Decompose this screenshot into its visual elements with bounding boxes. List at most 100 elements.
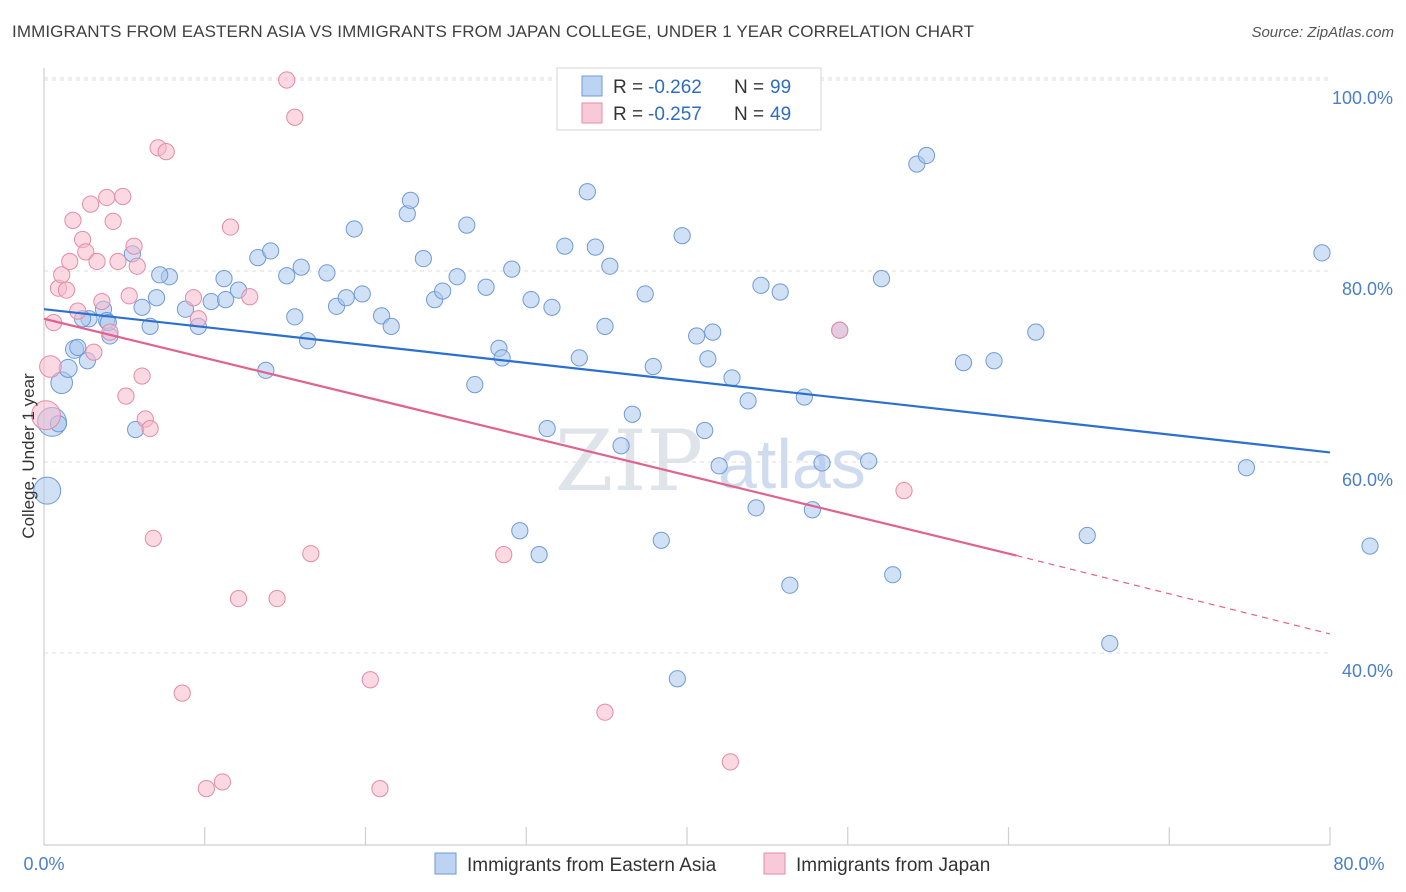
point-eastern-asia <box>434 282 452 300</box>
point-eastern-asia <box>954 354 973 372</box>
point-japan <box>85 343 103 361</box>
point-japan <box>53 266 71 284</box>
point-japan <box>302 545 320 563</box>
y-tick-label: 80.0% <box>1342 279 1393 299</box>
point-japan <box>77 243 95 261</box>
point-eastern-asia <box>262 242 280 260</box>
point-eastern-asia <box>58 358 78 378</box>
point-japan <box>128 257 146 275</box>
point-eastern-asia <box>739 392 757 410</box>
point-japan <box>98 188 116 207</box>
point-japan <box>31 400 61 431</box>
point-eastern-asia <box>1101 634 1119 653</box>
point-eastern-asia <box>69 338 87 356</box>
point-eastern-asia <box>318 264 336 282</box>
point-japan <box>117 387 135 405</box>
point-japan <box>57 281 76 299</box>
legend-r-label-pink: R = <box>613 104 643 125</box>
series-swatch-japan <box>763 852 786 875</box>
point-eastern-asia <box>795 388 813 406</box>
series-label-japan: Immigrants from Japan <box>796 855 990 876</box>
point-eastern-asia <box>337 289 355 307</box>
point-eastern-asia <box>543 298 561 316</box>
point-japan <box>101 323 119 341</box>
point-eastern-asia <box>448 268 466 286</box>
x-tick-label-max: 80.0% <box>1333 854 1384 874</box>
point-eastern-asia <box>884 566 902 584</box>
point-eastern-asia <box>586 238 604 256</box>
point-eastern-asia <box>556 237 574 255</box>
point-eastern-asia <box>1078 526 1096 545</box>
point-eastern-asia <box>860 452 878 470</box>
point-eastern-asia <box>752 276 770 294</box>
point-eastern-asia <box>601 257 619 275</box>
point-eastern-asia <box>673 227 691 245</box>
point-eastern-asia <box>570 349 588 367</box>
point-eastern-asia <box>292 258 310 276</box>
legend-n-value-blue: 99 <box>770 77 791 98</box>
point-japan <box>109 252 127 271</box>
point-eastern-asia <box>652 531 670 549</box>
point-japan <box>114 187 132 206</box>
chart-title: IMMIGRANTS FROM EASTERN ASIA VS IMMIGRAN… <box>12 22 975 41</box>
point-japan <box>229 589 248 608</box>
point-eastern-asia <box>458 216 476 234</box>
point-japan <box>144 529 162 548</box>
point-japan <box>596 703 614 721</box>
series-swatch-eastern-asia <box>434 852 457 875</box>
point-eastern-asia <box>872 270 891 288</box>
y-tick-labels: 40.0% 60.0% 80.0% 100.0% <box>1332 88 1393 681</box>
y-tick-label: 60.0% <box>1342 470 1393 490</box>
point-japan <box>268 589 286 608</box>
point-japan <box>120 287 138 305</box>
point-japan <box>895 482 913 500</box>
point-japan <box>286 108 304 126</box>
point-eastern-asia <box>781 576 799 594</box>
point-japan <box>125 237 143 255</box>
watermark: ZIP atlas <box>555 412 866 510</box>
source-credit: Source: ZipAtlas.com <box>1251 24 1394 41</box>
point-japan <box>278 71 296 89</box>
point-japan <box>221 218 240 236</box>
point-japan <box>93 292 111 311</box>
point-eastern-asia <box>477 278 495 296</box>
point-eastern-asia <box>538 419 556 438</box>
legend-r-value-pink: -0.257 <box>648 104 702 125</box>
point-japan <box>721 753 740 771</box>
point-eastern-asia <box>151 266 169 284</box>
point-eastern-asia <box>1361 537 1379 555</box>
point-eastern-asia <box>33 476 62 505</box>
legend-n-value-pink: 49 <box>770 104 791 125</box>
point-eastern-asia <box>699 350 717 368</box>
watermark-atlas: atlas <box>718 425 866 503</box>
point-japan <box>64 211 82 229</box>
point-eastern-asia <box>1027 323 1045 341</box>
trend-line-eastern-asia <box>43 308 1331 454</box>
point-eastern-asia <box>522 291 540 309</box>
point-eastern-asia <box>723 369 741 387</box>
point-japan <box>495 546 513 564</box>
point-japan <box>69 302 87 320</box>
point-eastern-asia <box>493 349 511 367</box>
point-eastern-asia <box>612 437 630 455</box>
point-japan <box>173 684 191 702</box>
point-japan <box>371 780 389 798</box>
point-eastern-asia <box>747 499 765 517</box>
correlation-legend: R = -0.262 N = 99 R = -0.257 N = 49 <box>556 67 822 131</box>
point-japan <box>61 252 79 271</box>
point-eastern-asia <box>286 308 304 326</box>
point-japan <box>184 289 203 307</box>
point-eastern-asia <box>133 298 151 316</box>
point-eastern-asia <box>202 292 220 311</box>
point-japan <box>157 143 175 161</box>
point-eastern-asia <box>668 670 686 688</box>
trend-line-japan-extension <box>1016 555 1331 635</box>
point-eastern-asia <box>382 317 400 335</box>
point-japan <box>133 367 151 385</box>
point-eastern-asia <box>636 285 654 303</box>
legend-swatch-blue <box>581 75 603 97</box>
y-axis-label: College, Under 1 year <box>19 373 38 539</box>
x-tick-label-min: 0.0% <box>23 854 64 874</box>
point-japan <box>213 773 232 791</box>
